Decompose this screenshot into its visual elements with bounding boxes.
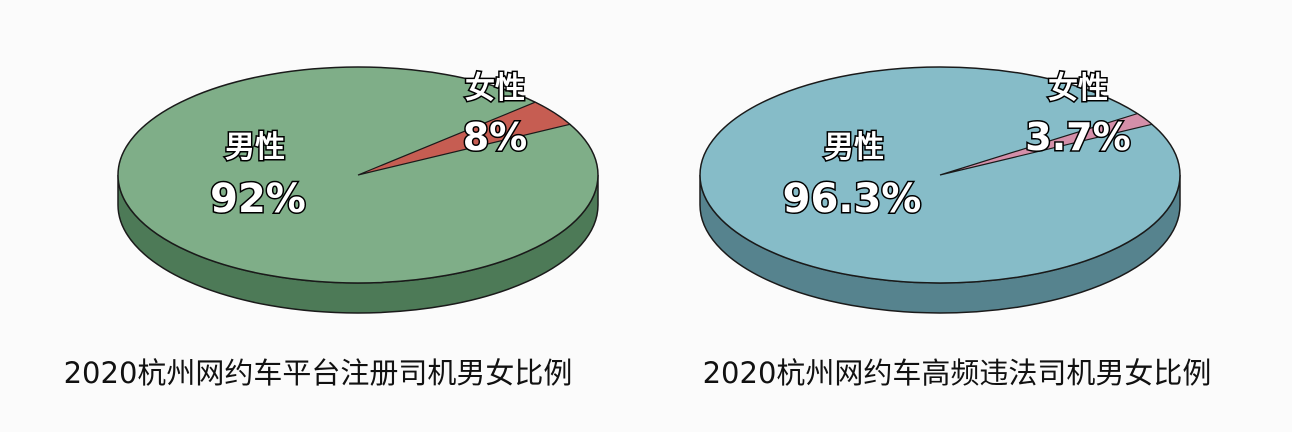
label-female-name-1: 女性 xyxy=(1048,71,1108,106)
chart-title-registered: 2020杭州网约车平台注册司机男女比例 xyxy=(64,356,573,390)
label-female-value-1: 3.7% xyxy=(1025,115,1130,159)
pie-slice-female xyxy=(939,112,1154,176)
pie-slice-female xyxy=(357,101,572,176)
label-male-value-1: 96.3% xyxy=(783,176,922,222)
label-female-name-0: 女性 xyxy=(465,71,525,106)
label-male-value-0: 92% xyxy=(210,176,306,222)
pie-chart-violations xyxy=(699,66,1181,314)
pie-chart-registered xyxy=(117,66,599,314)
label-male-name-1: 男性 xyxy=(824,130,884,165)
chart-title-violations: 2020杭州网约车高频违法司机男女比例 xyxy=(703,356,1212,390)
label-female-value-0: 8% xyxy=(463,115,528,159)
label-male-name-0: 男性 xyxy=(225,130,285,165)
